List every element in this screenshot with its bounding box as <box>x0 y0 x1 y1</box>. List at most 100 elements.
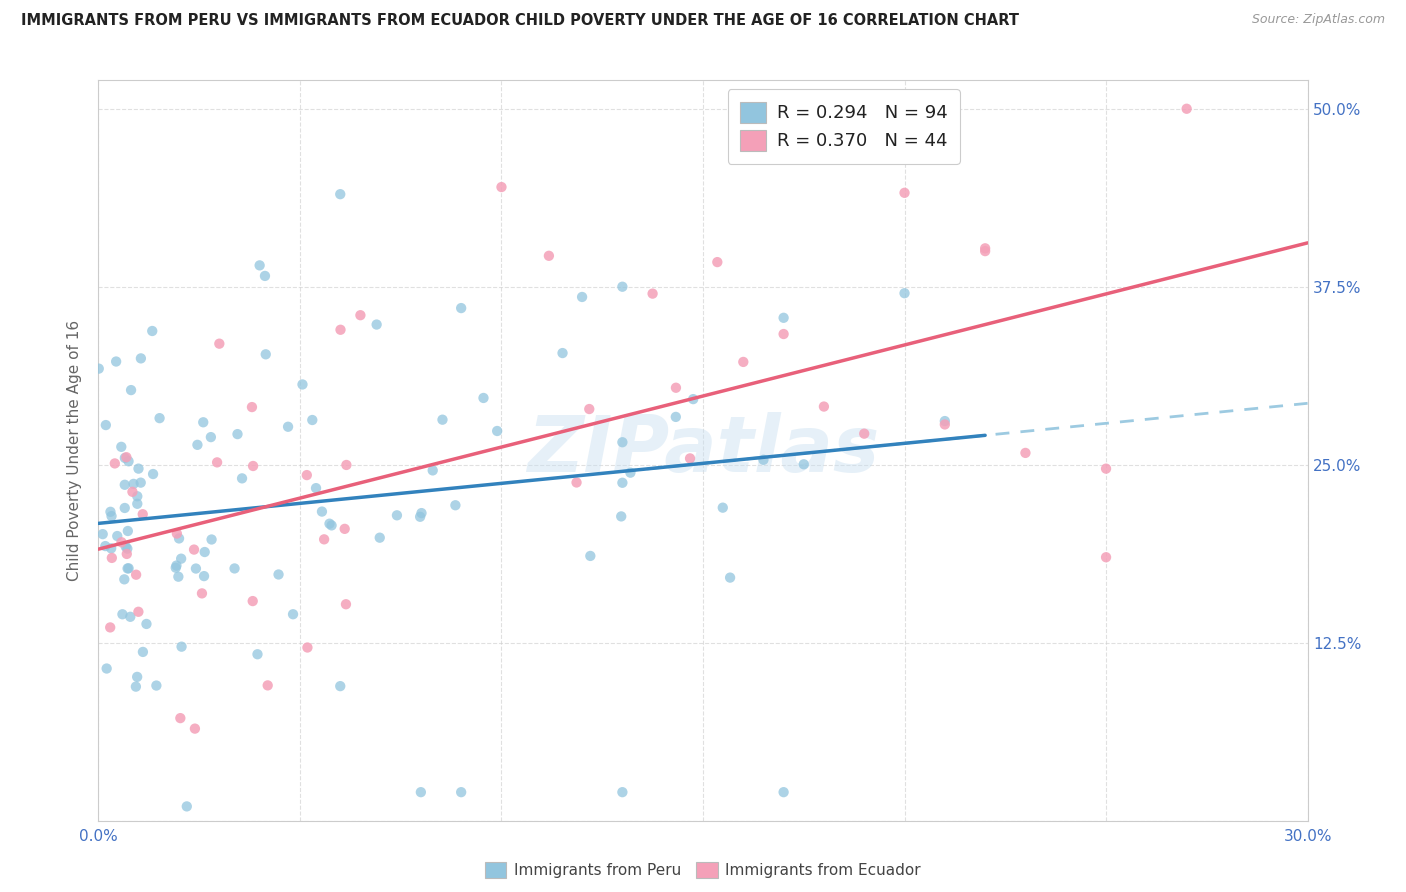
Point <box>579 549 602 563</box>
Point <box>974 241 997 255</box>
Point <box>641 286 664 301</box>
Point <box>184 561 207 575</box>
Point <box>472 391 495 405</box>
Point <box>772 785 794 799</box>
Point <box>132 507 155 521</box>
Point <box>491 180 513 194</box>
Point <box>165 560 187 574</box>
Point <box>176 799 198 814</box>
Point <box>120 383 142 397</box>
Point <box>224 561 246 575</box>
Point <box>191 586 214 600</box>
Point <box>122 476 145 491</box>
Point <box>772 310 794 325</box>
Point <box>974 244 997 259</box>
Point <box>934 417 956 432</box>
Point <box>718 571 741 585</box>
Point <box>96 661 118 675</box>
Point <box>444 498 467 512</box>
Point <box>205 455 228 469</box>
Text: ZIPatlas: ZIPatlas <box>527 412 879 489</box>
Point <box>277 419 299 434</box>
Point <box>132 645 155 659</box>
Point <box>565 475 588 490</box>
Point <box>127 497 149 511</box>
Point <box>114 477 136 491</box>
Legend: R = 0.294   N = 94, R = 0.370   N = 44: R = 0.294 N = 94, R = 0.370 N = 44 <box>728 89 960 163</box>
Point <box>305 481 328 495</box>
Point <box>246 647 269 661</box>
Point <box>619 466 641 480</box>
Point <box>135 617 157 632</box>
Point <box>117 561 139 575</box>
Point <box>127 605 149 619</box>
Point <box>281 607 304 622</box>
Point <box>679 451 702 466</box>
Point <box>297 640 319 655</box>
Point <box>127 670 149 684</box>
Point <box>127 461 149 475</box>
Point <box>193 569 215 583</box>
Point <box>110 440 132 454</box>
Point <box>612 279 634 293</box>
Point <box>934 414 956 428</box>
Point <box>114 500 136 515</box>
Point <box>772 326 794 341</box>
Point <box>368 531 391 545</box>
Point <box>1095 550 1118 565</box>
Point <box>612 785 634 799</box>
Point <box>450 785 472 799</box>
Legend: Immigrants from Peru, Immigrants from Ecuador: Immigrants from Peru, Immigrants from Ec… <box>479 856 927 884</box>
Point <box>100 541 122 556</box>
Point <box>142 467 165 481</box>
Point <box>100 505 122 519</box>
Point <box>100 509 122 524</box>
Point <box>105 354 128 368</box>
Point <box>200 430 222 444</box>
Point <box>1175 102 1198 116</box>
Point <box>94 539 117 553</box>
Point <box>101 550 124 565</box>
Point <box>537 249 560 263</box>
Point <box>87 361 110 376</box>
Point <box>711 500 734 515</box>
Text: Source: ZipAtlas.com: Source: ZipAtlas.com <box>1251 13 1385 27</box>
Point <box>208 336 231 351</box>
Point <box>249 259 271 273</box>
Point <box>893 286 915 301</box>
Point <box>254 347 277 361</box>
Point <box>422 463 444 477</box>
Point <box>121 484 143 499</box>
Point <box>314 533 336 547</box>
Point <box>551 346 574 360</box>
Point <box>117 454 139 468</box>
Text: IMMIGRANTS FROM PERU VS IMMIGRANTS FROM ECUADOR CHILD POVERTY UNDER THE AGE OF 1: IMMIGRANTS FROM PERU VS IMMIGRANTS FROM … <box>21 13 1019 29</box>
Point <box>409 785 432 799</box>
Point <box>184 722 207 736</box>
Point <box>267 567 290 582</box>
Point <box>193 415 215 429</box>
Point <box>335 458 357 472</box>
Point <box>105 529 128 543</box>
Point <box>115 450 138 465</box>
Point <box>256 678 278 692</box>
Point <box>291 377 314 392</box>
Point <box>311 505 333 519</box>
Point <box>110 535 132 549</box>
Point <box>578 402 600 417</box>
Point <box>194 545 217 559</box>
Point <box>167 570 190 584</box>
Point <box>366 318 388 332</box>
Point <box>111 607 134 622</box>
Point <box>91 527 114 541</box>
Point <box>853 426 876 441</box>
Point <box>129 351 152 366</box>
Y-axis label: Child Poverty Under the Age of 16: Child Poverty Under the Age of 16 <box>67 320 83 581</box>
Point <box>682 392 704 406</box>
Point <box>733 355 755 369</box>
Point <box>167 532 190 546</box>
Point <box>114 450 136 465</box>
Point <box>793 457 815 471</box>
Point <box>125 567 148 582</box>
Point <box>129 475 152 490</box>
